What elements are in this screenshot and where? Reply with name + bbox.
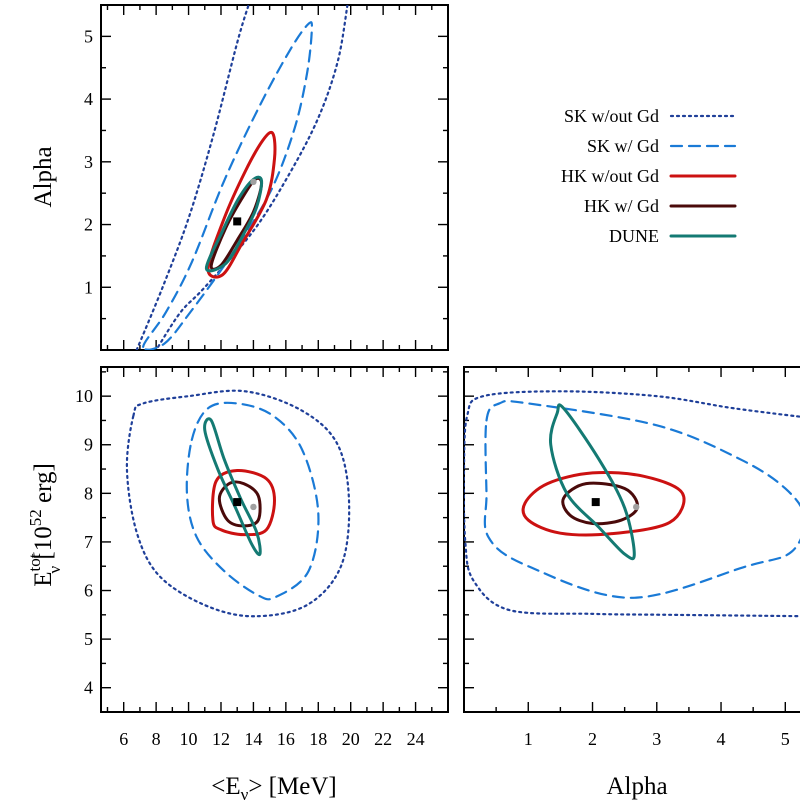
y-axis-label-etot: Etotν [1052 erg] <box>25 463 64 587</box>
alt-point-marker <box>250 178 257 186</box>
x-axis-label-mean-energy: <Eν> [MeV] <box>211 773 336 804</box>
contour-sk-wo <box>125 389 351 618</box>
y-tick-label: 2 <box>84 215 93 235</box>
best-fit-marker <box>591 498 600 507</box>
contour-sk-wo <box>464 390 800 618</box>
best-fit-marker <box>233 217 242 226</box>
x-tick-label: 6 <box>119 729 128 749</box>
contour-dune <box>204 175 264 273</box>
y-tick-label: 7 <box>84 532 93 552</box>
contour-hk-wo <box>206 130 277 279</box>
legend-label-hk-wo: HK w/out Gd <box>561 166 659 186</box>
panel-mean-vs-etot: 6 8 10 12 14 16 18 20 22 24 4 5 6 7 8 9 10 <box>75 366 449 749</box>
panel-frame-top-left <box>100 4 449 351</box>
contour-hk-w <box>561 481 640 526</box>
panel-alpha-vs-etot: 1 2 3 4 5 <box>463 366 800 749</box>
legend: SK w/out Gd SK w/ Gd HK w/out Gd HK w/ Gd DU… <box>561 106 737 246</box>
y-tick-label: 8 <box>84 483 93 503</box>
y-tick-label: 1 <box>84 277 93 297</box>
contour-dune <box>203 417 262 557</box>
y-tick-label: 3 <box>84 152 93 172</box>
panel-bottom-left-contours <box>125 389 351 618</box>
contour-sk-w <box>142 21 313 350</box>
contour-sk-wo <box>155 5 349 350</box>
legend-label-sk-w: SK w/ Gd <box>587 136 659 156</box>
y-tick-label: 10 <box>75 386 93 406</box>
x-tick-label: 18 <box>309 729 327 749</box>
x-tick-label: 3 <box>652 729 661 749</box>
x-tick-label: 14 <box>244 729 262 749</box>
best-fit-marker <box>233 498 242 507</box>
contour-dune <box>548 403 636 561</box>
panel-frame-bottom-left <box>100 366 449 713</box>
y-tick-label: 5 <box>84 629 93 649</box>
y-tick-label: 6 <box>84 581 93 601</box>
alt-point-marker <box>250 503 257 511</box>
x-tick-label: 5 <box>781 729 790 749</box>
panel-bottom-right-ticks: 1 2 3 4 5 <box>463 367 790 749</box>
panel-bottom-left-ticks: 6 8 10 12 14 16 18 20 22 24 4 5 6 7 8 9 10 <box>75 367 449 749</box>
alt-point-marker <box>633 503 640 511</box>
y-tick-label: 9 <box>84 435 93 455</box>
x-axis-label-alpha: Alpha <box>606 773 667 800</box>
panel-bottom-right-contours <box>464 390 800 618</box>
y-tick-label: 4 <box>84 89 93 109</box>
x-tick-label: 10 <box>180 729 198 749</box>
x-tick-label: 12 <box>212 729 230 749</box>
x-tick-label: 1 <box>524 729 533 749</box>
x-tick-label: 22 <box>374 729 392 749</box>
contour-sk-wo <box>135 5 250 350</box>
x-tick-label: 2 <box>588 729 597 749</box>
legend-label-hk-w: HK w/ Gd <box>584 196 659 216</box>
contour-hk-w <box>217 480 262 528</box>
panel-top-left-contours <box>135 5 349 350</box>
y-tick-label: 5 <box>84 26 93 46</box>
contour-sk-w <box>185 401 320 601</box>
legend-label-dune: DUNE <box>609 226 659 246</box>
x-tick-label: 8 <box>152 729 161 749</box>
contour-sk-w <box>483 399 800 599</box>
x-tick-label: 24 <box>407 729 425 749</box>
panel-mean-vs-alpha: 1 2 3 4 5 <box>84 4 449 351</box>
legend-label-sk-wo: SK w/out Gd <box>564 106 659 126</box>
y-tick-label: 4 <box>84 678 93 698</box>
x-tick-label: 4 <box>717 729 726 749</box>
y-axis-label-alpha: Alpha <box>30 146 57 207</box>
contour-hk-wo <box>521 470 686 537</box>
panel-top-left-ticks: 1 2 3 4 5 <box>84 4 449 351</box>
x-tick-label: 16 <box>277 729 295 749</box>
x-tick-label: 20 <box>342 729 360 749</box>
